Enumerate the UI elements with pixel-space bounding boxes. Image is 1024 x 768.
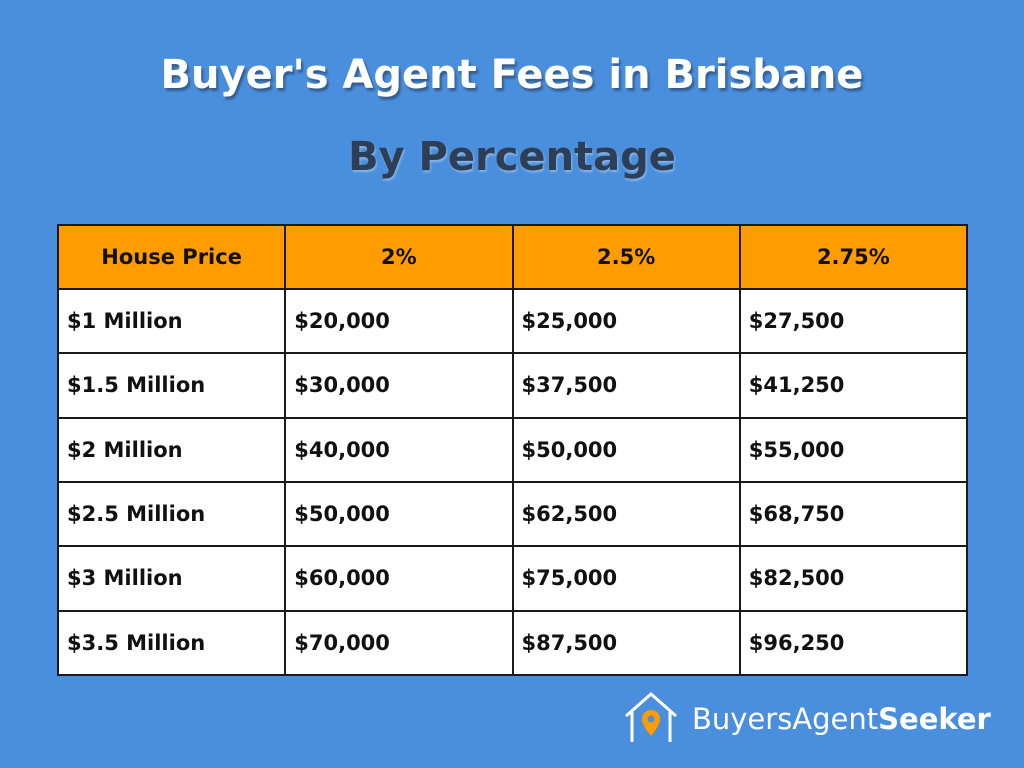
logo-text: BuyersAgentSeeker [692,702,991,736]
subtitle: By Percentage [348,134,676,180]
table-cell: $2 Million [56,416,287,483]
table-cell: $62,500 [511,480,741,548]
table-cell: $50,000 [284,480,514,548]
table-cell: $37,500 [511,352,741,419]
table-cell: $1.5 Million [56,352,287,419]
table-row: $3.5 Million $70,000 $87,500 $96,250 [56,609,969,677]
fees-table: House Price 2% 2.5% 2.75% $1 Million $20,000… [56,224,969,677]
column-header: 2.5% [511,224,741,290]
table-cell: $50,000 [511,416,741,483]
table-cell: $2.5 Million [56,480,287,548]
table-cell: $1 Million [56,287,287,355]
table-row: $3 Million $60,000 $75,000 $82,500 [56,545,969,612]
logo-bold: Seeker [878,702,991,736]
table-cell: $70,000 [284,609,514,677]
column-header: 2.75% [738,224,969,290]
table-cell: $3.5 Million [56,609,287,677]
title: Buyer's Agent Fees in Brisbane [160,52,864,98]
table-cell: $30,000 [284,352,514,419]
logo-icon [625,692,677,742]
table-body: $1 Million $20,000 $25,000 $27,500 $1.5 Mill… [56,287,969,677]
table-cell: $55,000 [738,416,969,483]
table-row: $1.5 Million $30,000 $37,500 $41,250 [56,352,969,419]
table-cell: $25,000 [511,287,741,355]
column-header: 2% [284,224,514,290]
table-cell: $20,000 [284,287,514,355]
logo: BuyersAgentSeeker [622,690,1002,746]
header-row: House Price 2% 2.5% 2.75% [56,224,969,290]
table-cell: $87,500 [511,609,741,677]
table-cell: $96,250 [738,609,969,677]
table-cell: $68,750 [738,480,969,548]
column-header: House Price [56,224,287,290]
table-cell: $75,000 [511,545,741,612]
table-row: $2 Million $40,000 $50,000 $55,000 [56,416,969,483]
table-cell: $27,500 [738,287,969,355]
table-row: $1 Million $20,000 $25,000 $27,500 [56,287,969,355]
table-cell: $82,500 [738,545,969,612]
logo-light: BuyersAgent [692,702,879,736]
table-cell: $60,000 [284,545,514,612]
table-row: $2.5 Million $50,000 $62,500 $68,750 [56,480,969,548]
table-cell: $41,250 [738,352,969,419]
table-cell: $40,000 [284,416,514,483]
table-cell: $3 Million [56,545,287,612]
